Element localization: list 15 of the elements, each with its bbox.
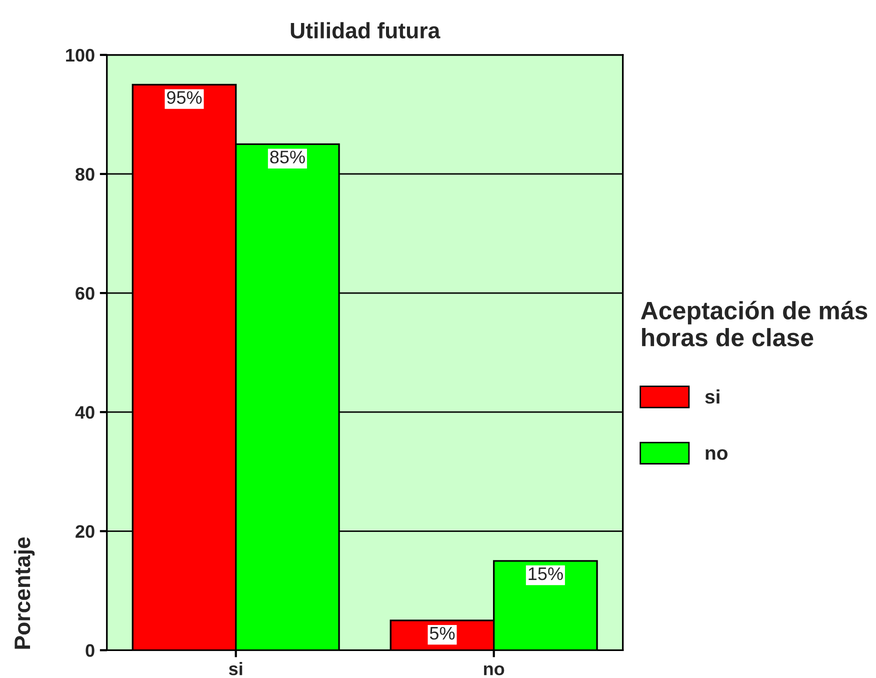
data-label: 5%	[430, 626, 455, 640]
legend-title: Aceptación de más horas de clase	[640, 300, 868, 346]
data-label: 85%	[270, 150, 305, 164]
legend-label: no	[706, 449, 728, 460]
y-axis-title: Porcentaje	[14, 537, 35, 649]
y-tick-label: 40	[75, 406, 94, 419]
legend-label: si	[705, 389, 720, 404]
y-tick-label: 100	[66, 48, 94, 62]
y-tick-label: 0	[86, 644, 94, 657]
chart-title: Utilidad futura	[290, 22, 440, 38]
y-tick-label: 80	[76, 168, 94, 181]
data-label: 95%	[167, 91, 202, 104]
y-tick-label: 60	[76, 286, 94, 300]
y-tick-label: 20	[76, 525, 94, 538]
data-label: 15%	[528, 567, 563, 580]
